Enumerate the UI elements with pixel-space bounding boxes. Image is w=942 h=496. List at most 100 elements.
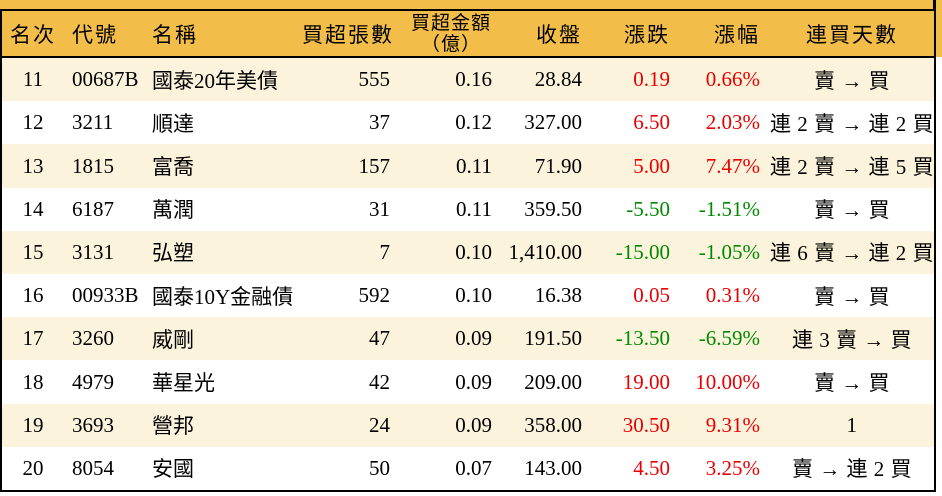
cell-close: 28.84 xyxy=(534,67,582,92)
cell-rank: 19 xyxy=(22,412,44,437)
table-row: 13 1815 富喬 157 0.11 71.90 5.00 7.47% 連 2… xyxy=(2,144,934,188)
cell-amount: 0.11 xyxy=(456,196,492,221)
cell-name: 營邦 xyxy=(152,414,194,439)
cell-change: 30.50 xyxy=(622,412,670,437)
col-header-name: 名稱 xyxy=(152,22,198,47)
col-header-amount: 買超金額 （億） xyxy=(400,13,502,55)
cell-change-pct: 9.31% xyxy=(705,412,760,437)
cell-close: 143.00 xyxy=(524,455,582,480)
cell-change-pct: 10.00% xyxy=(695,369,760,394)
cell-volume: 31 xyxy=(369,196,390,221)
col-header-change-pct: 漲幅 xyxy=(714,22,760,47)
cell-volume: 42 xyxy=(369,369,390,394)
table-body: 11 00687B 國泰20年美債 555 0.16 28.84 0.19 0.… xyxy=(2,58,934,491)
cell-code: 3693 xyxy=(72,412,114,437)
cell-close: 16.38 xyxy=(534,283,582,308)
cell-rank: 18 xyxy=(22,369,44,394)
cell-change: -13.50 xyxy=(615,326,670,351)
cell-streak: 賣 → 買 xyxy=(814,371,890,396)
cell-code: 00687B xyxy=(72,67,139,92)
cell-name: 安國 xyxy=(152,457,194,482)
cell-code: 3211 xyxy=(72,110,114,135)
cell-change-pct: 3.25% xyxy=(705,455,760,480)
cell-rank: 12 xyxy=(22,110,44,135)
cell-change: -15.00 xyxy=(615,239,670,264)
cell-volume: 50 xyxy=(369,455,390,480)
cell-amount: 0.10 xyxy=(455,239,492,264)
cell-close: 209.00 xyxy=(524,369,582,394)
cell-streak: 賣 → 買 xyxy=(814,68,890,93)
cell-amount: 0.10 xyxy=(455,283,492,308)
cell-amount: 0.09 xyxy=(455,412,492,437)
cell-streak: 連 2 賣 → 連 2 買 xyxy=(770,111,934,136)
cell-rank: 13 xyxy=(22,153,44,178)
cell-close: 327.00 xyxy=(524,110,582,135)
cell-code: 6187 xyxy=(72,196,114,221)
cell-name: 國泰10Y金融債 xyxy=(152,284,294,309)
cell-name: 華星光 xyxy=(152,371,215,396)
col-header-close: 收盤 xyxy=(536,22,582,47)
cell-change: 5.00 xyxy=(633,153,670,178)
col-header-volume: 買超張數 xyxy=(302,22,394,47)
col-header-streak: 連買天數 xyxy=(806,22,898,47)
cell-change-pct: 2.03% xyxy=(705,110,760,135)
cell-name: 順達 xyxy=(152,111,194,136)
cell-change: 6.50 xyxy=(633,110,670,135)
cell-change-pct: -1.05% xyxy=(698,239,760,264)
cell-rank: 15 xyxy=(22,239,44,264)
cell-volume: 24 xyxy=(369,412,390,437)
cell-change-pct: 0.31% xyxy=(705,283,760,308)
cell-rank: 17 xyxy=(22,326,44,351)
cell-volume: 7 xyxy=(379,239,391,264)
cell-close: 358.00 xyxy=(524,412,582,437)
table-frame: 名次 代號 名稱 買超張數 買超金額 （億） 收盤 漲跌 漲幅 連買天數 11 … xyxy=(0,9,936,492)
table-row: 15 3131 弘塑 7 0.10 1,410.00 -15.00 -1.05%… xyxy=(2,230,934,275)
cell-change-pct: 0.66% xyxy=(705,67,760,92)
cell-code: 3260 xyxy=(72,326,114,351)
table-row: 16 00933B 國泰10Y金融債 592 0.10 16.38 0.05 0… xyxy=(2,274,934,318)
cell-code: 00933B xyxy=(72,283,139,308)
cell-streak: 賣 → 連 2 買 xyxy=(792,457,912,482)
cell-amount: 0.07 xyxy=(455,455,492,480)
cell-streak: 連 2 賣 → 連 5 買 xyxy=(770,155,934,179)
cell-close: 359.50 xyxy=(524,196,582,221)
cell-code: 1815 xyxy=(72,153,114,178)
cell-name: 國泰20年美債 xyxy=(152,68,278,93)
cell-close: 71.90 xyxy=(534,153,582,178)
cell-volume: 47 xyxy=(369,326,390,351)
cell-streak: 賣 → 買 xyxy=(814,198,890,223)
cell-streak: 連 3 賣 → 買 xyxy=(792,327,912,352)
cell-name: 萬潤 xyxy=(152,198,194,223)
cell-amount: 0.09 xyxy=(455,326,492,351)
table-row: 18 4979 華星光 42 0.09 209.00 19.00 10.00% … xyxy=(2,360,934,404)
table-row: 14 6187 萬潤 31 0.11 359.50 -5.50 -1.51% 賣… xyxy=(2,187,934,231)
cell-volume: 157 xyxy=(358,153,391,178)
cell-volume: 37 xyxy=(369,110,390,135)
cell-code: 8054 xyxy=(72,455,114,480)
cell-change-pct: -1.51% xyxy=(698,196,760,221)
cell-name: 弘塑 xyxy=(152,241,194,266)
col-header-rank: 名次 xyxy=(10,22,56,47)
cell-change: 0.05 xyxy=(633,283,670,308)
cell-rank: 14 xyxy=(22,196,44,221)
cell-change-pct: 7.47% xyxy=(705,153,760,178)
col-header-change: 漲跌 xyxy=(624,22,670,47)
cell-rank: 20 xyxy=(22,455,44,480)
cell-change: -5.50 xyxy=(626,196,670,221)
table-row: 19 3693 營邦 24 0.09 358.00 30.50 9.31% 1 xyxy=(2,403,934,447)
col-header-amount-line1: 買超金額 xyxy=(410,12,491,34)
table-header-row: 名次 代號 名稱 買超張數 買超金額 （億） 收盤 漲跌 漲幅 連買天數 xyxy=(2,11,934,58)
cell-name: 威剛 xyxy=(152,327,194,352)
table-row: 17 3260 威剛 47 0.09 191.50 -13.50 -6.59% … xyxy=(2,317,934,361)
cell-amount: 0.09 xyxy=(455,369,492,394)
cell-volume: 555 xyxy=(358,67,391,92)
cell-close: 191.50 xyxy=(524,326,582,351)
cell-change: 0.19 xyxy=(633,67,670,92)
cell-name: 富喬 xyxy=(152,155,194,179)
cell-change: 19.00 xyxy=(622,369,670,394)
cell-amount: 0.12 xyxy=(455,110,492,135)
cell-streak: 賣 → 買 xyxy=(814,284,890,309)
col-header-amount-line2: （億） xyxy=(420,33,481,55)
table-row: 11 00687B 國泰20年美債 555 0.16 28.84 0.19 0.… xyxy=(2,58,934,102)
